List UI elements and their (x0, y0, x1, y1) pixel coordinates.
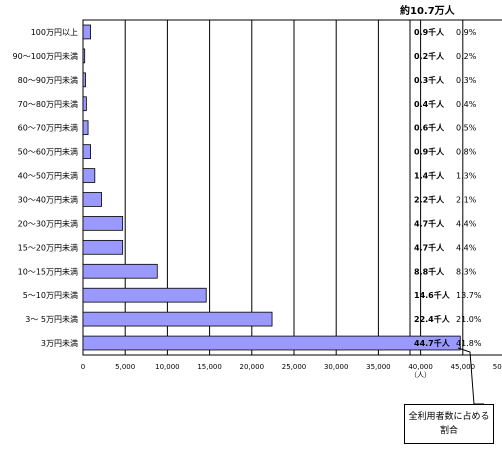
category-label: 30～40万円未満 (18, 194, 78, 204)
share-label: 0.4% (456, 100, 477, 109)
category-label: 5～10万円未満 (23, 290, 78, 300)
category-label: 15～20万円未満 (18, 242, 78, 252)
category-label: 20～30万円未満 (18, 218, 78, 228)
value-label: 0.4千人 (414, 99, 445, 109)
category-label: 80～90万円未満 (18, 75, 78, 85)
share-label: 4.4% (456, 219, 477, 228)
share-label: 2.1% (456, 195, 477, 204)
bar (82, 120, 89, 136)
category-label: 40～50万円未満 (18, 171, 78, 181)
x-tick-label: 35,000 (366, 363, 391, 371)
x-tick-label: 25,000 (282, 363, 307, 371)
bar (82, 96, 87, 112)
x-unit-label: （人） (410, 371, 431, 379)
bar (82, 192, 102, 207)
category-label: 100万円以上 (31, 28, 78, 37)
value-label: 0.9千人 (414, 27, 445, 37)
bar (82, 335, 461, 351)
share-label: 0.9% (456, 28, 477, 37)
share-callout: 全利用者数に占める割合 (404, 404, 494, 444)
bar (82, 24, 91, 40)
value-label: 14.6千人 (414, 290, 451, 300)
callout-pointer (457, 347, 484, 405)
share-label: 21.0% (456, 315, 482, 324)
share-label: 8.3% (456, 267, 477, 276)
share-label: 0.8% (456, 148, 477, 157)
bar (82, 168, 96, 183)
x-tick-label: 20,000 (240, 363, 265, 371)
plot-area (82, 19, 502, 356)
bar (82, 144, 91, 159)
category-label: 50～60万円未満 (18, 147, 78, 157)
share-label: 0.5% (456, 124, 477, 133)
bar (82, 48, 86, 64)
value-label: 22.4千人 (414, 314, 451, 324)
bar (82, 263, 158, 279)
share-label: 1.3% (456, 172, 477, 181)
x-tick-label: 45,000 (451, 363, 476, 371)
category-label: 3万円未満 (41, 338, 78, 348)
category-label: 90～100万円未満 (13, 51, 78, 61)
value-label: 4.7千人 (414, 242, 445, 252)
category-label: 60～70万円未満 (18, 123, 78, 133)
x-tick-label: 40,000 (408, 363, 433, 371)
value-label: 0.9千人 (414, 147, 445, 157)
x-tick-label: 15,000 (197, 363, 222, 371)
x-tick-label: 10,000 (155, 363, 180, 371)
share-label: 0.3% (456, 76, 477, 85)
value-label: 1.4千人 (414, 171, 445, 181)
share-label: 13.7% (456, 291, 482, 300)
x-tick-label: 5,000 (115, 363, 135, 371)
bar (82, 72, 86, 88)
bar (82, 287, 207, 303)
share-label: 4.4% (456, 243, 477, 252)
value-label: 0.6千人 (414, 123, 445, 133)
category-label: 3～ 5万円未満 (25, 314, 78, 324)
x-tick-label: 30,000 (324, 363, 349, 371)
x-tick-label: 50,000 (493, 363, 502, 371)
share-label: 0.2% (456, 52, 477, 61)
x-tick-label: 0 (81, 363, 85, 371)
share-label: 41.8% (456, 339, 482, 348)
value-label: 2.2千人 (414, 194, 445, 204)
value-label: 8.8千人 (414, 266, 445, 276)
total-label: 約10.7万人 (400, 6, 455, 17)
value-label: 4.7千人 (414, 218, 445, 228)
category-label: 70～80万円未満 (18, 99, 78, 109)
bar (82, 311, 273, 327)
bar (82, 216, 124, 231)
value-label: 44.7千人 (414, 338, 451, 348)
value-label: 0.2千人 (414, 51, 445, 61)
category-label: 10～15万円未満 (18, 266, 78, 276)
bar (82, 239, 124, 255)
value-label: 0.3千人 (414, 75, 445, 85)
